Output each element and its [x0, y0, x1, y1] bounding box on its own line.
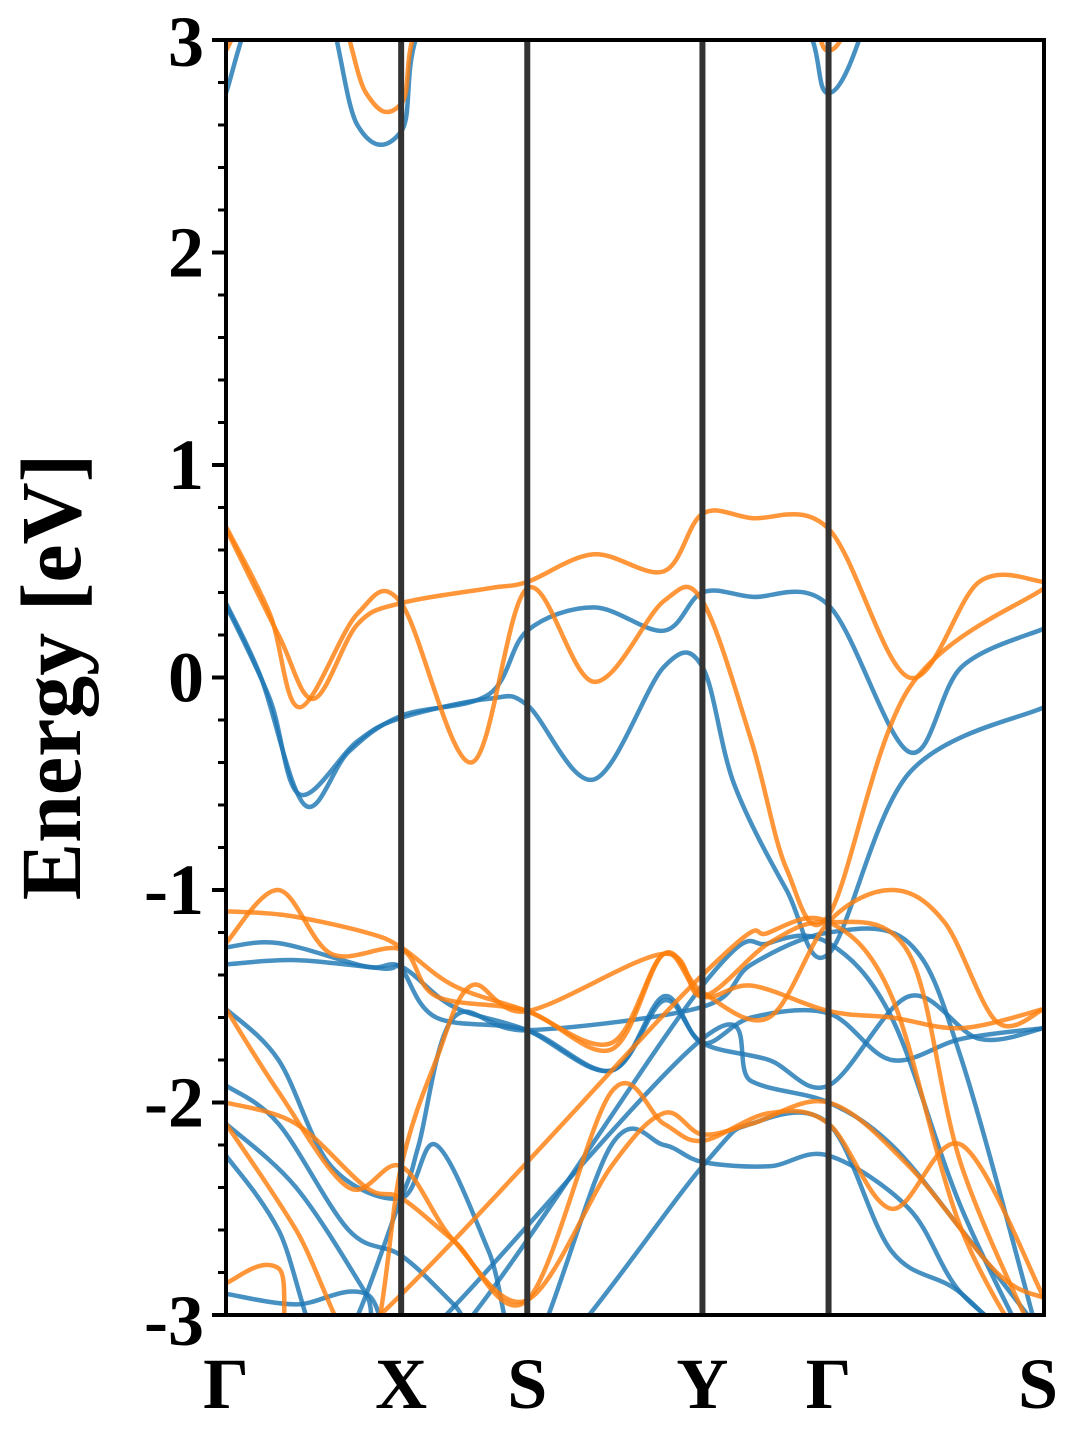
band-line: [226, 524, 1044, 928]
x-tick-label: Γ: [806, 1344, 852, 1424]
band-line: [226, 603, 1044, 960]
y-tick-label: 3: [168, 2, 204, 82]
y-tick-label: 0: [168, 638, 204, 718]
y-tick-label: -1: [144, 850, 204, 930]
x-tick-label: X: [375, 1344, 427, 1424]
y-axis-label: Energy [eV]: [3, 454, 99, 901]
band-line: [226, 933, 1015, 1315]
x-tick-label: Y: [676, 1344, 728, 1424]
band-line: [226, 1006, 989, 1315]
band-line: [226, 909, 1044, 1047]
band-line: [226, 887, 1044, 1054]
band-line: [226, 40, 862, 148]
band-lines: [226, 40, 1044, 1315]
band-line: [226, 40, 844, 115]
band-line: [226, 957, 1044, 1090]
y-axis-ticks: -3 -2 -1 0 1 2 3: [144, 2, 226, 1361]
band-line: [226, 508, 1044, 702]
band-line: [226, 1083, 988, 1315]
band-line: [226, 919, 1027, 1315]
band-line: [226, 926, 1035, 1315]
band-line: [226, 1006, 1044, 1305]
x-tick-label: S: [1018, 1344, 1058, 1424]
band-line: [226, 1081, 1044, 1308]
x-tick-label: S: [507, 1344, 547, 1424]
high-symmetry-lines: [398, 40, 832, 1315]
y-tick-label: 1: [168, 425, 204, 505]
plot-frame: [224, 38, 1046, 1317]
band-line: [226, 1022, 1031, 1315]
y-tick-label: 2: [168, 213, 204, 293]
x-tick-label: Γ: [203, 1344, 249, 1424]
y-tick-label: -3: [144, 1281, 204, 1361]
band-line: [226, 915, 1008, 1315]
y-tick-label: -2: [144, 1063, 204, 1143]
band-line: [226, 588, 1044, 810]
